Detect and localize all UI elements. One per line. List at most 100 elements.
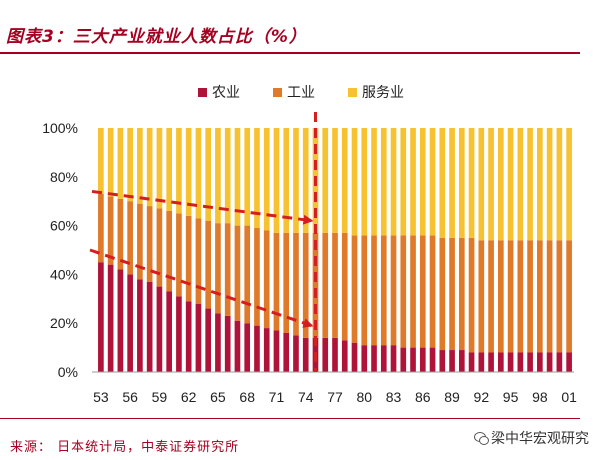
x-tick-label: 01 [561, 389, 577, 405]
bar-segment [137, 128, 143, 204]
bar-segment [322, 232, 329, 338]
bar-segment [273, 128, 280, 233]
bar-segment [527, 240, 533, 353]
bar-segment [244, 225, 251, 324]
bar-segment [429, 347, 436, 372]
watermark: 梁中华宏观研究 [474, 428, 589, 448]
bar-segment [195, 218, 202, 304]
bar-segment [458, 237, 465, 351]
bar-segment [380, 128, 387, 236]
bar-segment [137, 279, 143, 372]
bar-segment [205, 220, 212, 309]
dashed-arrow-lower [89, 248, 314, 328]
bar-segment [546, 240, 553, 353]
bar-segment [400, 235, 407, 348]
x-tick-label: 98 [532, 389, 548, 405]
stacked-bar-chart: 农业 工业 服务业 0% 20% 40% 60% 80% 100% 53 56 59 62 65 68 71 7… [42, 85, 577, 405]
bar-segment [439, 237, 446, 351]
bar-segment [166, 210, 172, 292]
x-tick-label: 89 [444, 389, 460, 405]
bar-segment [195, 128, 202, 219]
bar-segment [185, 128, 192, 216]
bar-segment [302, 337, 309, 372]
bar-segment [185, 215, 192, 302]
bar-segment [361, 345, 368, 372]
bar-segment [371, 235, 377, 346]
bar-segment [556, 128, 563, 241]
bar-segment [312, 232, 319, 338]
bar-segment [458, 350, 465, 372]
bar-segment [244, 323, 251, 372]
bar-segment [546, 128, 553, 241]
bar-segment [127, 274, 133, 372]
source-note: 来源： 日本统计局，中泰证券研究所 [10, 440, 240, 455]
bar-segment [146, 281, 153, 372]
bar-segment [410, 235, 416, 348]
bar-segment [537, 128, 543, 241]
bar-segment [410, 128, 416, 236]
legend-swatch [198, 88, 207, 97]
bar-segment [498, 128, 504, 241]
x-tick-label: 77 [327, 389, 343, 405]
bar-segment [234, 128, 241, 226]
x-tick-label: 74 [298, 389, 314, 405]
bar-segment [527, 352, 533, 372]
x-tick-label: 65 [210, 389, 226, 405]
bar-segment [507, 128, 514, 241]
bar-segment [537, 352, 543, 372]
bar-segment [273, 232, 280, 331]
bar-segment [566, 240, 572, 353]
bar-segment [371, 128, 377, 236]
watermark-text: 梁中华宏观研究 [491, 431, 589, 447]
bar-segment [419, 235, 426, 348]
legend-swatch [273, 88, 282, 97]
bar-segment [351, 342, 358, 372]
x-tick-label: 83 [386, 389, 402, 405]
bar-segment [322, 337, 329, 372]
bar-segment [156, 286, 163, 372]
title-divider [0, 52, 580, 54]
bar-segment [98, 128, 104, 194]
bar-segment [380, 235, 387, 346]
bar-segment [341, 340, 348, 372]
bar-segment [449, 350, 455, 372]
bar-segment [146, 206, 153, 282]
bar-segment [341, 128, 348, 233]
y-tick-label: 40% [50, 266, 78, 282]
bar-segment [468, 352, 475, 372]
bar-segment [361, 128, 368, 236]
bar-segment [566, 128, 572, 241]
bar-segment [293, 232, 299, 336]
bar-segment [117, 269, 124, 372]
bar-segment [419, 347, 426, 372]
bar-segment [244, 128, 251, 226]
bar-segment [468, 128, 475, 238]
bar-segment [449, 237, 455, 351]
bar-segment [215, 128, 221, 224]
bar-segment [302, 128, 309, 233]
bar-segment [400, 128, 407, 236]
bar-segment [332, 337, 338, 372]
x-tick-label: 71 [269, 389, 285, 405]
bar-segment [390, 345, 397, 372]
bar-segment [127, 128, 133, 202]
x-tick-label: 56 [122, 389, 138, 405]
bar-segment [400, 347, 407, 372]
x-tick-label: 92 [474, 389, 490, 405]
bar-segment [166, 128, 172, 211]
bar-segment [341, 232, 348, 341]
bar-segment [546, 352, 553, 372]
bar-segment [263, 128, 270, 231]
bar-segment [488, 240, 494, 353]
legend-label: 工业 [287, 85, 315, 101]
bar-segment [293, 128, 299, 233]
bar-segment [234, 225, 241, 321]
bar-segment [98, 262, 104, 372]
footer-divider [0, 418, 580, 419]
bar-segment [517, 240, 524, 353]
x-tick-label: 53 [93, 389, 109, 405]
bar-segment [507, 352, 514, 372]
bar-segment [429, 235, 436, 348]
bar-segment [478, 352, 485, 372]
bar-segment [146, 128, 153, 207]
